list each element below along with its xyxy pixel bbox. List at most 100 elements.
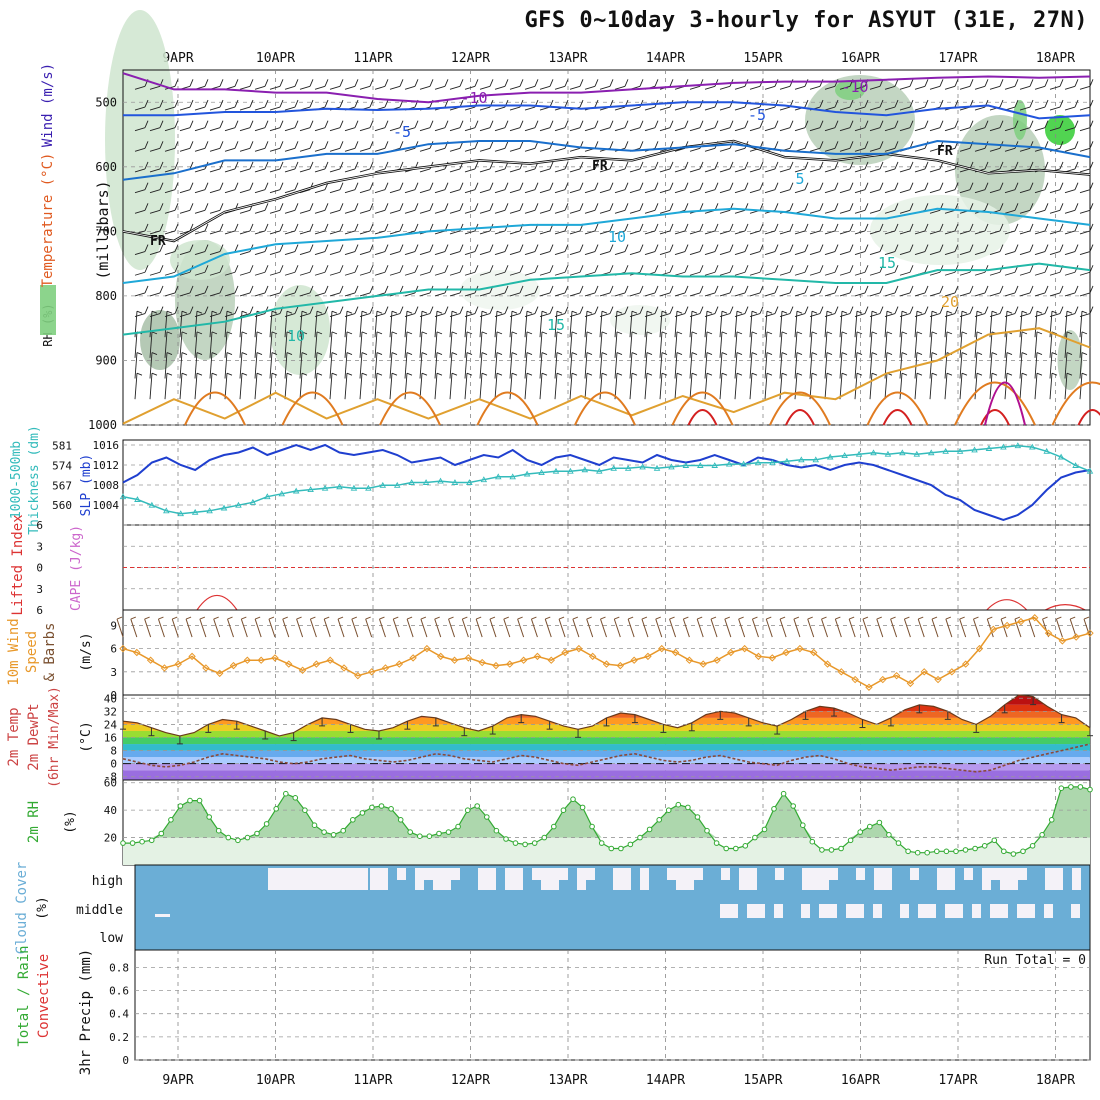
- wind-barb-flag: [609, 265, 614, 273]
- wind-barb-flag: [864, 306, 869, 314]
- wind-barb-flag: [339, 141, 344, 149]
- wind-barb-flag: [879, 285, 884, 294]
- wind-barb-flag: [414, 223, 419, 232]
- wind-barb-flag: [586, 372, 593, 376]
- wind-barb-flag: [519, 244, 524, 252]
- wind-barb-flag: [144, 141, 149, 149]
- wind-barb: [614, 106, 626, 111]
- wind-barb-flag: [286, 331, 293, 335]
- wind-barb: [164, 251, 176, 256]
- wind-barb-flag: [1059, 285, 1064, 294]
- wind-barb: [854, 209, 866, 214]
- wind-barb-flag: [736, 310, 743, 314]
- wind10m-barb-flag: [213, 616, 219, 620]
- wind-barb: [509, 106, 521, 111]
- wind-barb: [479, 311, 483, 338]
- rh2m-marker: [417, 833, 423, 840]
- wind-barb-flag: [984, 306, 989, 314]
- precip-frame: [134, 949, 1091, 1061]
- wind-barb: [464, 189, 476, 194]
- wind-barb: [599, 311, 603, 338]
- wind-barb-flag: [504, 182, 509, 190]
- wind-barb: [284, 292, 296, 297]
- wind-barb-flag: [594, 285, 599, 294]
- wind-barb-flag: [879, 306, 884, 314]
- wind-tick-label: 6: [110, 643, 117, 656]
- wind10m-barbs-label: & Barbs: [42, 622, 58, 681]
- wind-barb-flag: [849, 182, 854, 190]
- thickness-marker: [624, 464, 632, 471]
- thickness-marker: [855, 450, 863, 457]
- rh2m-marker: [340, 827, 347, 834]
- wind10m-barb: [793, 618, 801, 638]
- wind-barb: [584, 209, 596, 214]
- wind-barb: [1064, 106, 1076, 111]
- wind-barb: [389, 271, 401, 276]
- wind-barb-flag: [534, 244, 539, 252]
- wind-barb: [299, 85, 311, 90]
- wind-barb: [434, 331, 438, 358]
- wind-barb: [359, 209, 371, 214]
- rh2m-area: [123, 786, 1090, 865]
- rh-shading: [140, 310, 180, 370]
- wind-barb: [614, 292, 626, 297]
- wind-barb-flag: [609, 182, 614, 190]
- wind-barb-flag: [909, 120, 914, 128]
- wind-barb: [1019, 106, 1031, 111]
- wind-barb: [794, 189, 806, 194]
- rh2m-marker: [1048, 817, 1055, 823]
- warm-contour: [769, 391, 831, 426]
- wind-barb: [749, 127, 761, 132]
- wind-barb-flag: [151, 352, 158, 355]
- wind-barb-flag: [714, 306, 719, 314]
- wind-barb: [329, 168, 341, 173]
- wind-barb-flag: [946, 331, 953, 335]
- thickness-marker: [134, 496, 141, 502]
- cloud-clear-high: [1000, 868, 1009, 890]
- wind-barb: [794, 251, 806, 256]
- wind-barb: [1004, 271, 1016, 276]
- wind-barb: [659, 251, 671, 256]
- wind-barb: [779, 271, 791, 276]
- rh2m-tick-label: 20: [104, 832, 117, 845]
- wind-barb-flag: [159, 223, 164, 232]
- wind-barb: [884, 230, 896, 235]
- wind-barb-flag: [781, 310, 788, 314]
- wind-barb-flag: [189, 285, 194, 294]
- thickness-marker: [422, 479, 430, 485]
- wind-barb: [569, 292, 581, 297]
- wind-barb: [884, 106, 896, 111]
- wind-barb-flag: [954, 120, 959, 128]
- wind-barb-flag: [204, 182, 209, 190]
- wind-barb: [389, 331, 393, 358]
- wind-barb: [1064, 189, 1076, 194]
- wind-barb: [449, 331, 453, 358]
- wind-barb-flag: [436, 352, 443, 355]
- wind-barb: [689, 373, 693, 400]
- wind-barb-flag: [1089, 265, 1094, 273]
- wind-barb-flag: [354, 79, 359, 87]
- wind-barb-flag: [174, 161, 179, 170]
- wind-barb: [554, 311, 558, 338]
- wind-barb: [674, 251, 686, 256]
- wind-barb: [764, 352, 768, 379]
- wind10m-barb: [696, 618, 704, 638]
- wind-barb-flag: [736, 331, 743, 335]
- wind-barb-flag: [219, 79, 224, 87]
- li-line: [1044, 604, 1086, 611]
- wind-barb: [614, 230, 626, 235]
- wind10m-barb: [130, 618, 138, 638]
- rh2m-marker: [378, 803, 385, 809]
- wind-barb: [569, 147, 581, 152]
- wind-barb-flag: [999, 244, 1004, 252]
- wind-barb-flag: [354, 285, 359, 294]
- wind-barb: [854, 85, 866, 90]
- wind-barb: [1049, 189, 1061, 194]
- wind-barb-flag: [894, 203, 899, 211]
- wind-barb: [869, 85, 881, 90]
- wind-barb: [299, 147, 311, 152]
- wind-barb: [299, 311, 303, 338]
- wind10m-barb: [240, 618, 248, 638]
- wind-barb-flag: [909, 182, 914, 190]
- wind-barb-flag: [564, 182, 569, 190]
